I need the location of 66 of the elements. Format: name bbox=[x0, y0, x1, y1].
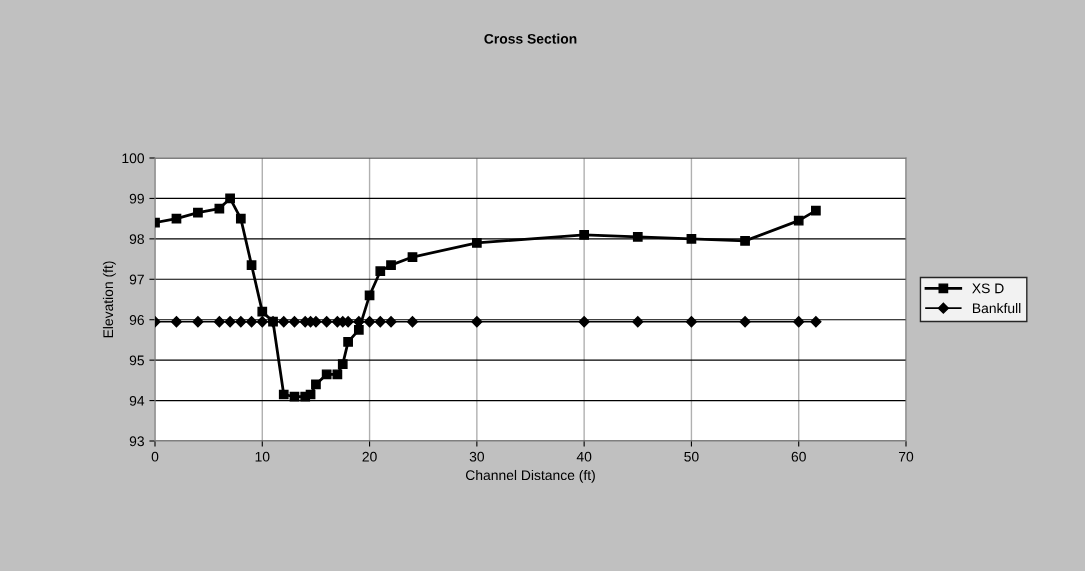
point bbox=[311, 379, 321, 390]
x-tick-label: 20 bbox=[362, 451, 377, 462]
point bbox=[363, 316, 376, 328]
point bbox=[337, 359, 348, 370]
point bbox=[288, 316, 301, 328]
point bbox=[343, 337, 353, 347]
point bbox=[811, 205, 821, 216]
point bbox=[375, 266, 386, 277]
x-axis-title: Channel Distance (ft) bbox=[465, 469, 595, 483]
x-tick-label: 30 bbox=[469, 451, 485, 462]
point bbox=[235, 213, 246, 224]
point bbox=[632, 316, 644, 328]
point bbox=[170, 316, 183, 328]
point bbox=[278, 316, 290, 328]
point bbox=[739, 316, 751, 328]
x-tick-label: 0 bbox=[151, 451, 159, 462]
point bbox=[256, 316, 268, 328]
legend-label: Bankfull bbox=[972, 302, 1021, 314]
point bbox=[353, 324, 364, 335]
point bbox=[632, 231, 643, 242]
point bbox=[268, 316, 278, 327]
point bbox=[224, 316, 236, 328]
chart-title: Cross Section bbox=[484, 33, 577, 44]
point bbox=[810, 316, 822, 328]
legend-label: XS D bbox=[972, 283, 1004, 294]
point bbox=[225, 193, 235, 204]
y-axis-title: Elevation (ft) bbox=[102, 261, 116, 338]
y-tick-label: 94 bbox=[129, 395, 145, 406]
point bbox=[385, 316, 397, 328]
point bbox=[407, 252, 418, 262]
point bbox=[406, 316, 419, 328]
point bbox=[793, 215, 804, 226]
y-tick-label: 97 bbox=[129, 274, 144, 285]
point bbox=[213, 316, 225, 328]
point bbox=[471, 238, 482, 248]
point bbox=[740, 236, 750, 246]
x-tick-label: 60 bbox=[791, 451, 806, 462]
y-tick-label: 100 bbox=[122, 153, 145, 164]
y-tick-label: 99 bbox=[129, 193, 144, 204]
x-tick-label: 50 bbox=[684, 451, 699, 462]
point bbox=[192, 316, 204, 328]
point bbox=[578, 316, 590, 328]
point bbox=[171, 213, 182, 224]
y-tick-label: 96 bbox=[129, 315, 144, 325]
point bbox=[332, 369, 343, 380]
point bbox=[374, 316, 386, 328]
point bbox=[246, 260, 257, 270]
point bbox=[193, 207, 203, 218]
point bbox=[321, 316, 333, 328]
point bbox=[278, 389, 289, 400]
point bbox=[321, 369, 332, 380]
x-tick-label: 40 bbox=[576, 451, 592, 462]
x-tick-label: 10 bbox=[255, 451, 270, 462]
point bbox=[579, 229, 590, 240]
y-tick-label: 95 bbox=[129, 355, 144, 366]
point bbox=[257, 306, 268, 317]
point bbox=[686, 233, 697, 244]
y-tick-label: 98 bbox=[129, 234, 144, 245]
point bbox=[235, 316, 247, 328]
y-tick-label: 93 bbox=[129, 436, 144, 447]
point bbox=[386, 260, 396, 270]
x-tick-label: 70 bbox=[898, 451, 914, 462]
point bbox=[471, 316, 483, 328]
point bbox=[793, 316, 805, 328]
point bbox=[685, 316, 698, 328]
point bbox=[245, 316, 258, 328]
